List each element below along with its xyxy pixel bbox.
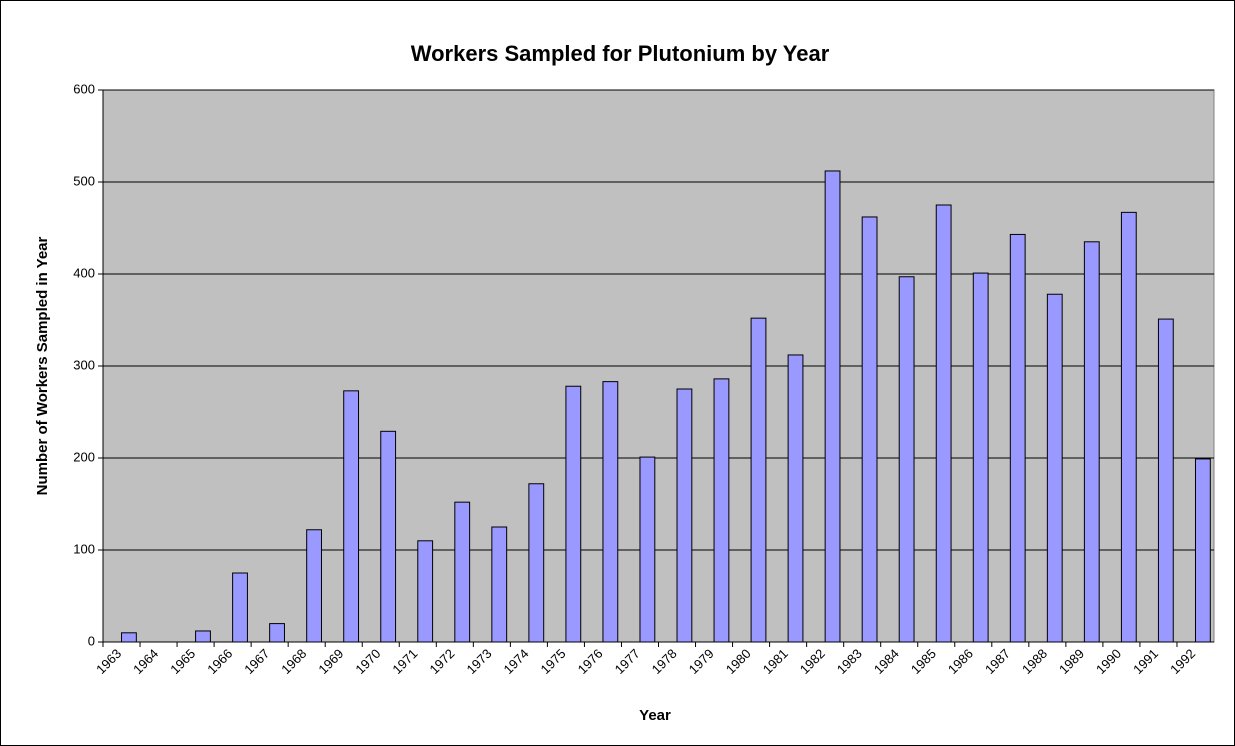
y-tick-label: 300 bbox=[73, 357, 95, 372]
y-tick-label: 500 bbox=[73, 173, 95, 188]
x-axis-label: Year bbox=[639, 707, 671, 724]
bar bbox=[750, 317, 767, 643]
bar bbox=[491, 526, 508, 643]
bar bbox=[824, 170, 841, 643]
bar bbox=[861, 216, 878, 643]
bar bbox=[528, 483, 545, 643]
bar bbox=[306, 529, 322, 643]
bar bbox=[1009, 233, 1026, 643]
bar bbox=[1120, 211, 1137, 643]
y-tick-label: 100 bbox=[73, 541, 95, 556]
bar bbox=[713, 378, 730, 643]
bar bbox=[787, 354, 804, 643]
y-tick-label: 0 bbox=[88, 633, 95, 648]
bar bbox=[898, 276, 915, 643]
chart-title: Workers Sampled for Plutonium by Year bbox=[411, 41, 830, 66]
bar bbox=[935, 204, 952, 643]
bar bbox=[343, 390, 360, 643]
bar bbox=[454, 501, 471, 643]
bar bbox=[1157, 318, 1174, 643]
bar bbox=[417, 540, 434, 643]
bar bbox=[565, 385, 582, 643]
y-tick-label: 400 bbox=[73, 265, 95, 280]
bar bbox=[602, 381, 619, 643]
bar bbox=[232, 572, 248, 643]
bar bbox=[1046, 293, 1063, 643]
bar bbox=[269, 623, 285, 643]
bar bbox=[639, 456, 656, 643]
bar bbox=[676, 388, 693, 643]
y-tick-label: 600 bbox=[73, 81, 95, 96]
bar bbox=[121, 632, 137, 643]
bar bbox=[1194, 458, 1211, 643]
bar bbox=[972, 272, 989, 643]
bar bbox=[380, 430, 397, 643]
bar bbox=[1083, 241, 1100, 643]
y-axis-label: Number of Workers Sampled in Year bbox=[34, 236, 51, 495]
bar bbox=[195, 630, 211, 643]
y-tick-label: 200 bbox=[73, 449, 95, 464]
